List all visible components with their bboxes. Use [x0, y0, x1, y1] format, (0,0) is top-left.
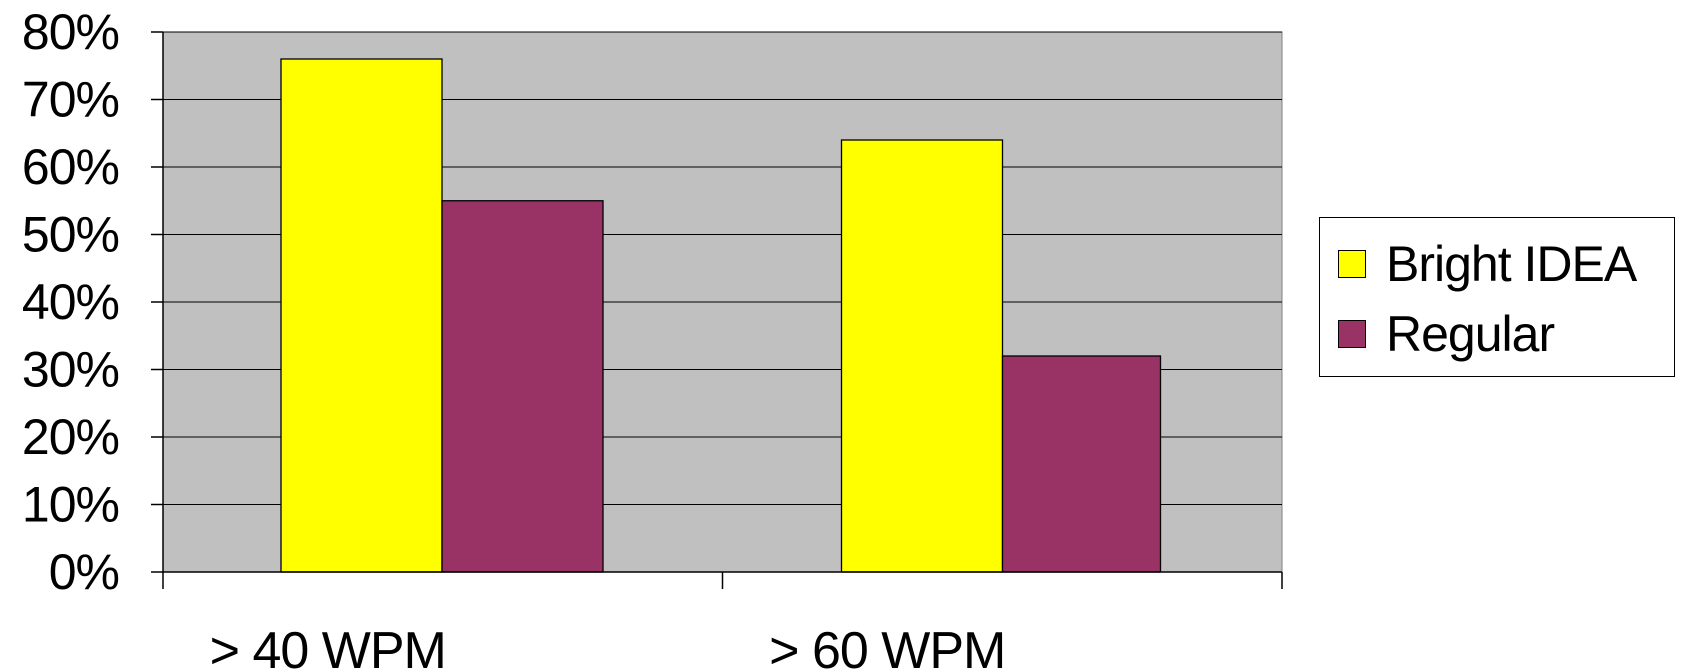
x-axis-category-labels: > 40 WPM > 60 WPM — [210, 622, 1007, 672]
bar-bright-idea-1 — [280, 58, 443, 573]
y-tick-label: 20% — [22, 409, 119, 465]
y-tick-label: 60% — [22, 139, 119, 195]
y-tick-label: 80% — [22, 4, 119, 60]
bar-regular-1 — [441, 200, 604, 573]
y-tick-label: 70% — [22, 72, 119, 128]
bar-bright-idea-2 — [840, 139, 1004, 573]
y-tick-label: 50% — [22, 207, 119, 263]
x-category-label: > 60 WPM — [769, 622, 1005, 672]
legend-label-regular: Regular — [1386, 306, 1555, 362]
axes — [151, 31, 1283, 589]
bar-regular-2 — [1001, 355, 1162, 573]
legend-item-bright-idea: Bright IDEA — [1338, 236, 1637, 292]
y-axis-tick-labels: 0% 10% 20% 30% 40% 50% 60% 70% 80% — [22, 4, 120, 600]
legend: Bright IDEA Regular — [1319, 217, 1675, 377]
legend-label-bright-idea: Bright IDEA — [1386, 236, 1637, 292]
y-tick-label: 40% — [22, 274, 119, 330]
y-tick-label: 10% — [22, 477, 119, 533]
y-tick-label: 30% — [22, 342, 119, 398]
x-category-label: > 40 WPM — [210, 622, 446, 672]
y-tick-label: 0% — [49, 544, 119, 600]
legend-swatch-regular — [1338, 320, 1366, 348]
legend-swatch-bright-idea — [1338, 250, 1366, 278]
legend-item-regular: Regular — [1338, 306, 1555, 362]
bars — [280, 58, 1162, 573]
